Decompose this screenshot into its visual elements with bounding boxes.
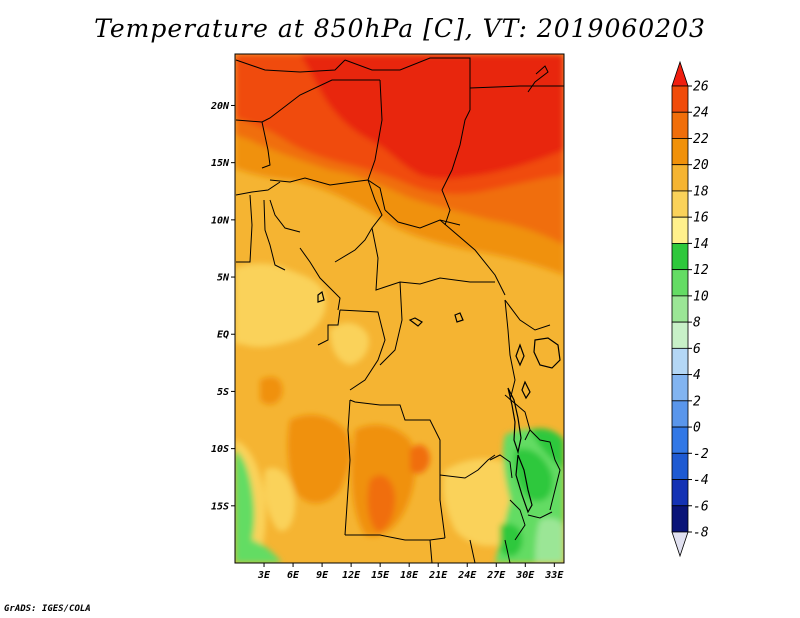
lat-tick-label: 15N xyxy=(211,158,230,169)
colorbar-box xyxy=(671,400,689,428)
colorbar-label: -4 xyxy=(693,473,709,488)
lat-tick-label: 5S xyxy=(217,387,229,398)
lat-tick-label: 5N xyxy=(217,273,230,284)
map-frame xyxy=(234,53,565,564)
lat-tick-label: 15S xyxy=(211,501,229,512)
colorbar-box xyxy=(671,426,689,454)
lon-tick-label: 24E xyxy=(457,570,477,581)
colorbar-label: 14 xyxy=(693,237,709,252)
lakes xyxy=(317,290,561,514)
lon-tick-label: 12E xyxy=(342,570,361,581)
lat-tick-label: 10S xyxy=(211,444,229,455)
colorbar-box xyxy=(671,216,689,244)
colorbar-box xyxy=(671,321,689,349)
colorbar-box xyxy=(671,85,689,113)
colorbar-label: -6 xyxy=(693,499,709,514)
lat-tick-label: EQ xyxy=(217,330,229,341)
colorbar-label: 22 xyxy=(693,132,709,147)
map-title: Temperature at 850hPa [C], VT: 201906020… xyxy=(94,14,706,43)
lon-tick-label: 33E xyxy=(544,570,564,581)
lon-tick-label: 3E xyxy=(257,570,271,581)
colorbar-box xyxy=(671,190,689,218)
lon-tick-label: 21E xyxy=(428,570,448,581)
longitude-axis: 3E 6E 9E 12E 15E 18E 21E 24E 27E 30E 33E xyxy=(257,563,564,581)
lon-tick-label: 30E xyxy=(515,570,535,581)
colorbar-box xyxy=(671,347,689,375)
colorbar-box xyxy=(671,111,689,139)
colorbar-label: 10 xyxy=(693,289,709,304)
colorbar-label: 26 xyxy=(693,80,709,95)
colorbar-label: 0 xyxy=(693,421,701,436)
colorbar-label: 4 xyxy=(693,368,701,383)
colorbar-label: 12 xyxy=(693,263,709,278)
colorbar-label: 2 xyxy=(693,394,701,409)
lon-tick-label: 15E xyxy=(371,570,390,581)
colorbar-box xyxy=(671,243,689,271)
colorbar-label: -2 xyxy=(693,447,709,462)
colorbar-label: 6 xyxy=(693,342,701,357)
lat-tick-label: 10N xyxy=(211,215,230,226)
colorbar-box xyxy=(671,269,689,297)
colorbar-label: 24 xyxy=(693,106,709,121)
latitude-axis: 20N 15N 10N 5N EQ 5S 10S 15S xyxy=(210,101,235,512)
colorbar-bottom-triangle xyxy=(671,531,689,558)
colorbar-label: 18 xyxy=(693,184,709,199)
colorbar-box xyxy=(671,295,689,323)
colorbar-box xyxy=(671,374,689,402)
colorbar-box xyxy=(671,164,689,192)
colorbar-label: 8 xyxy=(693,316,701,331)
colorbar-label: 16 xyxy=(693,211,709,226)
temperature-field xyxy=(235,54,564,563)
grads-credit: GrADS: IGES/COLA xyxy=(4,604,91,614)
lon-tick-label: 6E xyxy=(287,570,300,581)
lon-tick-label: 27E xyxy=(486,570,506,581)
lon-tick-label: 9E xyxy=(316,570,329,581)
colorbar-label: -8 xyxy=(693,526,709,541)
colorbar-box xyxy=(671,452,689,480)
country-borders xyxy=(235,57,564,563)
colorbar-box xyxy=(671,479,689,507)
colorbar-box xyxy=(671,505,689,533)
lat-tick-label: 20N xyxy=(210,101,230,112)
colorbar-top-triangle xyxy=(671,60,689,87)
lon-tick-label: 18E xyxy=(400,570,419,581)
colorbar-box xyxy=(671,138,689,166)
colorbar-label: 20 xyxy=(693,158,709,173)
